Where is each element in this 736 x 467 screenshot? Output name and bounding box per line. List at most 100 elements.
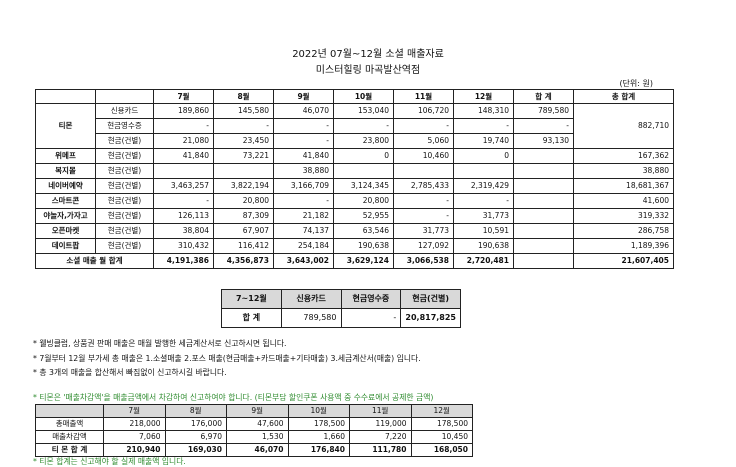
value-cell: -: [153, 118, 214, 134]
value-cell: 210,940: [103, 443, 166, 457]
value-cell: 168,050: [410, 443, 473, 457]
grand-total-cell: 41,600: [573, 193, 674, 209]
method-cell: 신용카드: [95, 103, 154, 119]
row-label: 매출차감액: [35, 430, 104, 444]
store-name: 미스터힐링 마곡발산역점: [315, 65, 421, 76]
channel-cell: 복지몰: [35, 163, 96, 179]
sum-cell: [513, 223, 574, 239]
note-3: * 총 3개의 매출을 합산해서 빠짐없이 신고하시길 바랍니다.: [33, 368, 227, 377]
value-cell: 145,580: [213, 103, 274, 119]
grand-total-cell: 21,607,405: [573, 253, 674, 269]
header-cell: 합 계: [513, 89, 574, 104]
monthly-total-row: 소셜 매출 월 합계 4,191,386 4,356,873 3,643,002…: [35, 253, 674, 269]
grand-total-cell: 319,332: [573, 208, 674, 224]
channel-cell: 오픈마켓: [35, 223, 96, 239]
grand-total-cell: 18,681,367: [573, 178, 674, 194]
value-cell: 5,060: [393, 133, 454, 149]
tmon-deduction-table: 7월 8월 9월 10월 11월 12월 총매출액 218,000 176,00…: [35, 404, 473, 457]
method-cell: 현금(건별): [95, 133, 154, 149]
header-cell: 9월: [226, 404, 289, 418]
value-cell: 116,412: [213, 238, 274, 254]
value-cell: 218,000: [103, 417, 166, 431]
table-row: 합 계 789,580 - 20,817,825: [221, 308, 461, 328]
cut-off-note: * 티몬 합계는 신고해야 할 실제 매출액 입니다.: [33, 457, 186, 466]
value-cell: 46,070: [273, 103, 334, 119]
table-row: 위메프 현금(건별) 41,840 73,221 41,840 0 10,460 0 167,3…: [35, 148, 674, 164]
header-row: 7~12월 신용카드 현금영수증 현금(건별): [221, 289, 461, 309]
table-row: 복지몰 현금(건별) 38,880 38,880: [35, 163, 674, 179]
value-cell: 46,070: [226, 443, 289, 457]
table-row: 오픈마켓 현금(건별) 38,804 67,907 74,137 63,546 31,773…: [35, 223, 674, 239]
total-label: 소셜 매출 월 합계: [35, 253, 154, 269]
value-cell: 20,800: [333, 193, 394, 209]
value-cell: 178,500: [287, 417, 350, 431]
value-cell: 2,720,481: [453, 253, 514, 269]
channel-cell: 데이트팝: [35, 238, 96, 254]
header-cell: 현금(건별): [400, 289, 461, 309]
grand-total-cell: 167,362: [573, 148, 674, 164]
channel-cell: 스마트콘: [35, 193, 96, 209]
value-cell: 2,319,429: [453, 178, 514, 194]
method-cell: 현금(건별): [95, 223, 154, 239]
value-cell: -: [333, 118, 394, 134]
value-cell: -: [273, 193, 334, 209]
value-cell: 52,955: [333, 208, 394, 224]
value-cell: [453, 163, 514, 179]
value-cell: [333, 163, 394, 179]
header-cell: 12월: [453, 89, 514, 104]
value-cell: 310,432: [153, 238, 214, 254]
method-cell: 현금(건별): [95, 148, 154, 164]
header-cell: 11월: [349, 404, 412, 418]
value-cell: 190,638: [453, 238, 514, 254]
report-title: 2022년 07월~12월 소셜 매출자료: [292, 49, 444, 60]
value-cell: 176,000: [164, 417, 227, 431]
header-cell: 10월: [287, 404, 350, 418]
header-cell: 신용카드: [280, 289, 342, 309]
value-cell: 19,740: [453, 133, 514, 149]
sum-cell: 789,580: [513, 103, 574, 119]
header-cell: 10월: [333, 89, 394, 104]
value-cell: 254,184: [273, 238, 334, 254]
cash-total: 20,817,825: [400, 308, 461, 328]
grand-total-cell: 38,880: [573, 163, 674, 179]
header-cell: 12월: [410, 404, 473, 418]
sum-cell: [513, 253, 574, 269]
value-cell: 176,840: [287, 443, 350, 457]
sum-cell: [513, 148, 574, 164]
value-cell: 3,066,538: [393, 253, 454, 269]
value-cell: 111,780: [349, 443, 412, 457]
value-cell: 21,080: [153, 133, 214, 149]
table-row: 티몬 신용카드 189,860 145,580 46,070 153,040 1…: [35, 103, 674, 149]
value-cell: 67,907: [213, 223, 274, 239]
sum-cell: [513, 178, 574, 194]
summary-label: 합 계: [221, 308, 282, 328]
channel-cell: 티몬: [35, 103, 96, 149]
method-cell: 현금(건별): [95, 178, 154, 194]
header-cell: 8월: [164, 404, 227, 418]
method-cell: 현금(건별): [95, 208, 154, 224]
header-row: 7월 8월 9월 10월 11월 12월 합 계 총 합계: [35, 89, 674, 104]
table-row: 데이트팝 현금(건별) 310,432 116,412 254,184 190,638 12…: [35, 238, 674, 254]
value-cell: 21,182: [273, 208, 334, 224]
header-cell: [35, 89, 96, 104]
method-cell: 현금(건별): [95, 163, 154, 179]
value-cell: 190,638: [333, 238, 394, 254]
value-cell: 23,800: [333, 133, 394, 149]
value-cell: 148,310: [453, 103, 514, 119]
value-cell: 10,460: [393, 148, 454, 164]
table-row: 네이버예약 현금(건별) 3,463,257 3,822,194 3,166,709 3,…: [35, 178, 674, 194]
value-cell: 7,220: [349, 430, 412, 444]
sum-cell: 93,130: [513, 133, 574, 149]
value-cell: 3,643,002: [273, 253, 334, 269]
value-cell: 47,600: [226, 417, 289, 431]
header-cell: 8월: [213, 89, 274, 104]
value-cell: 7,060: [103, 430, 166, 444]
value-cell: 106,720: [393, 103, 454, 119]
table-row: 스마트콘 현금(건별) -20,800-20,800- -41,600: [35, 193, 674, 209]
value-cell: 3,822,194: [213, 178, 274, 194]
table-row: 총매출액 218,000 176,000 47,600 178,500 119,…: [35, 417, 473, 431]
sum-cell: [513, 193, 574, 209]
value-cell: 38,880: [273, 163, 334, 179]
value-cell: 1,530: [226, 430, 289, 444]
tmon-total-row: 티 몬 합 계 210,940 169,030 46,070 176,840 1…: [35, 443, 473, 457]
